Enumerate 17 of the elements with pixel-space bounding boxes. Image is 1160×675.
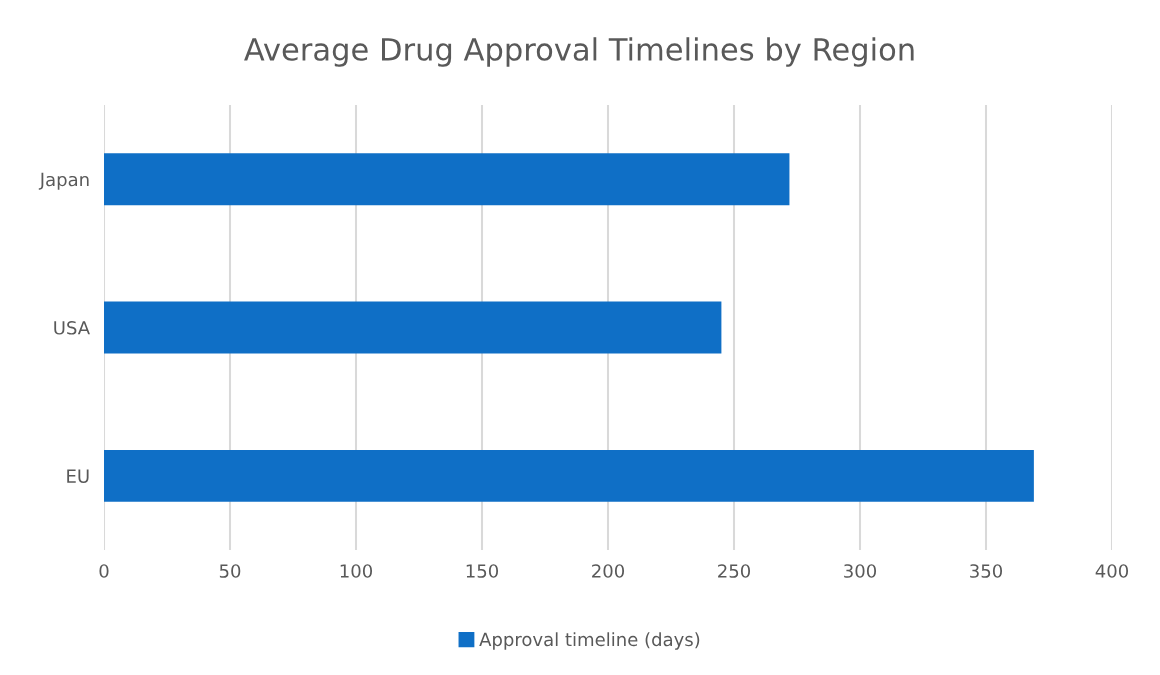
x-tick-label: 50: [219, 564, 241, 578]
y-tick-label: Japan: [38, 172, 89, 190]
x-tick-label: 0: [99, 564, 109, 578]
bar: [104, 449, 1034, 502]
bar: [104, 301, 722, 354]
x-tick-label: 100: [340, 564, 373, 578]
x-tick-label: 400: [1095, 564, 1129, 578]
x-tick-label: 150: [466, 564, 499, 578]
legend-label: Approval timeline (days): [479, 632, 700, 650]
x-tick-label: 250: [718, 564, 751, 578]
y-tick-label: USA: [54, 320, 90, 335]
chart-title: Average Drug Approval Timelines by Region: [244, 37, 914, 67]
x-tick-label: 200: [592, 564, 625, 578]
x-tick-label: 300: [844, 564, 877, 578]
bar: [104, 153, 790, 206]
y-tick-label: EU: [67, 469, 89, 483]
x-tick-label: 350: [970, 564, 1003, 578]
